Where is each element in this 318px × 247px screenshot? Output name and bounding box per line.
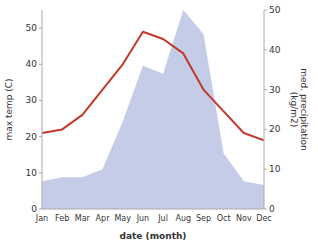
- y2-tick: [264, 209, 267, 210]
- y-tick: [39, 100, 42, 101]
- y2-tick-label: 40: [269, 45, 281, 55]
- x-tick-label: Sep: [196, 214, 211, 223]
- x-axis-line: [42, 209, 264, 210]
- y-axis-line: [42, 10, 43, 209]
- y-tick: [39, 64, 42, 65]
- x-tick-label: Jul: [157, 214, 168, 223]
- y-tick-label: 10: [26, 168, 38, 178]
- precipitation-area: [42, 10, 264, 209]
- y2-tick: [264, 89, 267, 90]
- x-axis-label: date (month): [120, 231, 187, 241]
- x-tick-label: Dec: [256, 214, 271, 223]
- x-tick-label: Feb: [55, 214, 69, 223]
- y2-tick: [264, 10, 267, 11]
- x-tick-label: Aug: [175, 214, 191, 223]
- y-tick: [39, 172, 42, 173]
- x-tick-label: Nov: [236, 214, 252, 223]
- x-tick-label: Jan: [35, 214, 48, 223]
- temperature-line: [42, 32, 264, 141]
- y2-tick-label: 50: [269, 5, 281, 15]
- y-tick-label: 20: [26, 132, 38, 142]
- x-tick-label: Mar: [75, 214, 91, 223]
- x-tick-label: Oct: [217, 214, 231, 223]
- y2-tick-label: 30: [269, 85, 281, 95]
- y2-tick-label: 20: [269, 124, 281, 134]
- plot-area: [42, 10, 264, 209]
- chart: 0 10 20 30 40 50 0 10 20 30 40 50 Jan Feb Mar AprMay Jun…: [0, 0, 318, 247]
- y2-axis-line: [264, 10, 265, 209]
- y2-tick: [264, 169, 267, 170]
- y-tick: [39, 209, 42, 210]
- y-tick: [39, 28, 42, 29]
- y2-tick-label: 0: [269, 204, 275, 214]
- y-tick-label: 30: [26, 95, 38, 105]
- y-axis-label: max temp (C): [4, 78, 14, 140]
- y-tick-label: 40: [26, 59, 38, 69]
- x-tick-label: Apr: [96, 214, 111, 223]
- y2-tick-label: 10: [269, 164, 281, 174]
- y-tick-label: 50: [26, 23, 38, 33]
- y-tick-label: 0: [31, 204, 37, 214]
- x-tick-label: May: [114, 214, 131, 223]
- x-tick-label: Jun: [136, 214, 150, 223]
- y2-tick: [264, 49, 267, 50]
- y-tick: [39, 136, 42, 137]
- y2-axis-label: med. precipitation(kg/m2): [289, 68, 309, 150]
- y2-tick: [264, 129, 267, 130]
